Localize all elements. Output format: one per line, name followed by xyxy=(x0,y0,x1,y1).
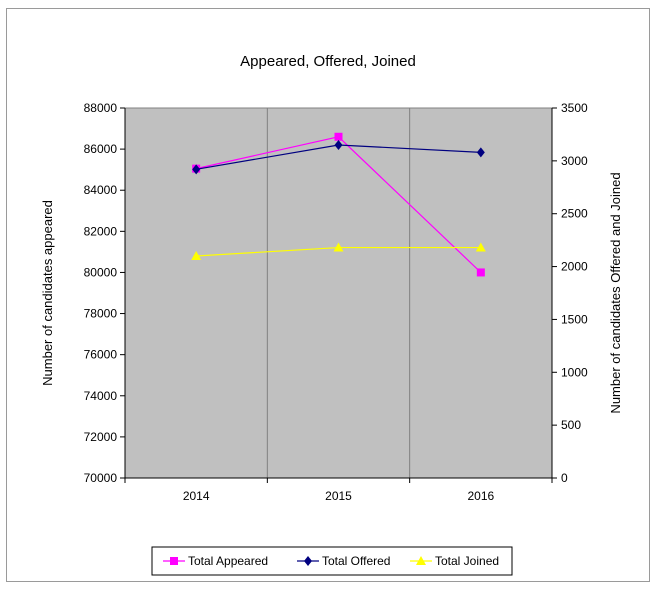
y-axis-right-title: Number of candidates Offered and Joined xyxy=(608,172,623,413)
x-tick-label: 2016 xyxy=(467,489,494,503)
y-tick-label-right: 0 xyxy=(561,471,568,485)
legend-label: Total Appeared xyxy=(188,554,268,568)
data-point xyxy=(476,268,485,277)
y-tick-label-right: 2000 xyxy=(561,260,588,274)
data-point xyxy=(333,242,344,252)
y-tick-label-right: 2500 xyxy=(561,207,588,221)
data-point xyxy=(334,140,343,150)
data-point xyxy=(475,242,486,252)
data-point xyxy=(192,164,201,175)
data-point xyxy=(334,132,343,141)
legend-box xyxy=(151,546,513,576)
y-tick-label-left: 88000 xyxy=(84,101,118,115)
y-tick-label-left: 70000 xyxy=(84,471,118,485)
chart-title: Appeared, Offered, Joined xyxy=(240,53,416,70)
y-tick-label-left: 80000 xyxy=(84,265,118,279)
x-tick-label: 2015 xyxy=(325,489,352,503)
data-point xyxy=(191,251,202,260)
y-tick-label-left: 72000 xyxy=(84,430,118,444)
plot-area xyxy=(124,107,553,479)
data-point xyxy=(476,147,485,158)
x-tick-label: 2014 xyxy=(183,489,210,503)
y-tick-label-right: 1500 xyxy=(561,312,588,326)
y-tick-label-left: 76000 xyxy=(84,348,118,362)
y-tick-label-right: 1000 xyxy=(561,365,588,379)
legend-marker xyxy=(304,556,312,566)
legend-label: Total Offered xyxy=(322,554,390,568)
y-axis-left-title: Number of candidates appeared xyxy=(40,200,55,386)
y-tick-label-left: 78000 xyxy=(84,307,118,321)
y-tick-label-left: 82000 xyxy=(84,224,118,238)
y-tick-label-right: 3000 xyxy=(561,154,588,168)
legend-marker xyxy=(416,556,426,565)
legend-marker xyxy=(170,557,178,565)
y-tick-label-right: 500 xyxy=(561,418,581,432)
y-tick-label-right: 3500 xyxy=(561,101,588,115)
y-tick-label-left: 84000 xyxy=(84,183,118,197)
legend-label: Total Joined xyxy=(435,554,499,568)
y-tick-label-left: 74000 xyxy=(84,389,118,403)
y-tick-label-left: 86000 xyxy=(84,142,118,156)
